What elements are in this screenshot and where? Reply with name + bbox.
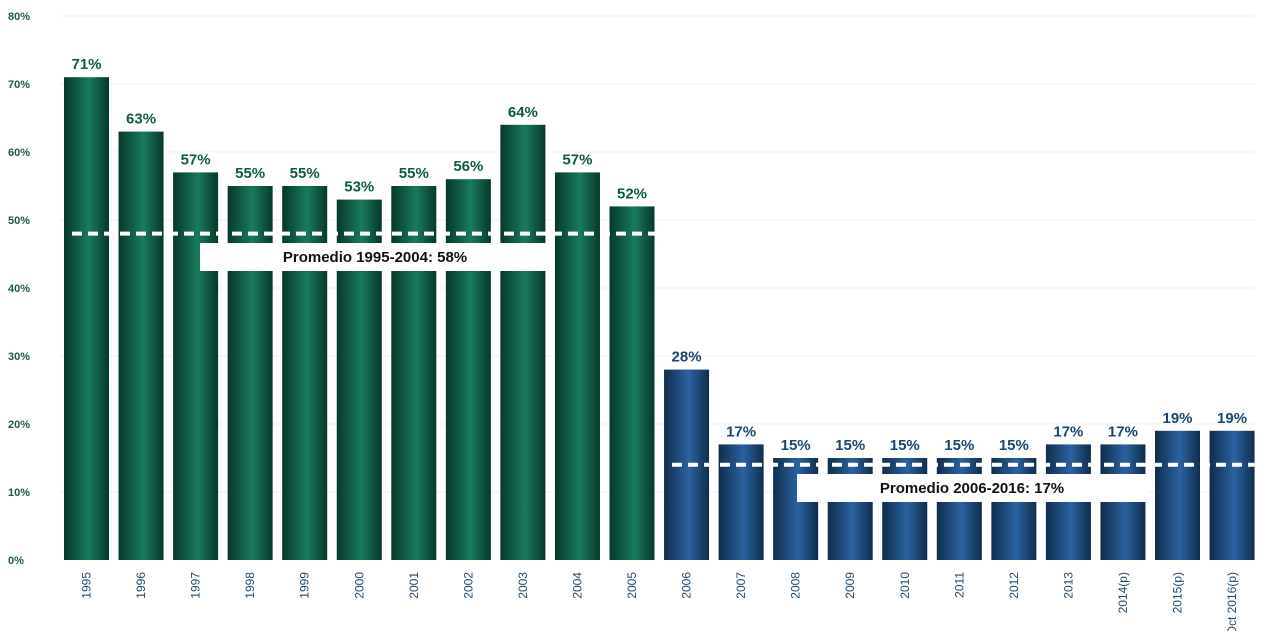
- bar-value-label: 57%: [181, 151, 211, 168]
- bars-group: [64, 77, 1255, 561]
- bar: [991, 458, 1037, 560]
- bar-value-label: 71%: [71, 56, 101, 73]
- x-tick-label: 2013: [1061, 572, 1075, 599]
- average-label: Promedio 1995-2004: 58%: [283, 249, 467, 266]
- bar-value-label: 17%: [1053, 423, 1083, 440]
- bar-value-label: 28%: [672, 349, 702, 366]
- average-lines: Promedio 1995-2004: 58% Promedio 2006-201…: [72, 231, 1255, 502]
- y-tick-label: 10%: [8, 487, 30, 499]
- x-tick-label: 2000: [352, 572, 366, 599]
- x-tick-label: 2008: [789, 572, 803, 599]
- bar-value-label: 55%: [399, 165, 429, 182]
- x-tick-label: 2007: [734, 572, 748, 599]
- bar: [1045, 444, 1091, 560]
- bar: [609, 206, 655, 560]
- x-tick-label: 1997: [189, 572, 203, 599]
- bar-value-label: 15%: [890, 437, 920, 454]
- value-labels: 71% 63% 57% 55% 55% 53% 55% 56% 64% 57% 52% 28% 17% 1…: [71, 56, 1247, 454]
- x-tick-label: 2005: [625, 572, 639, 599]
- x-axis: 1995 1996 1997 1998 1999 2000 2001 2002 2003 2004…: [80, 572, 1240, 631]
- bar-value-label: 53%: [344, 179, 374, 196]
- bar: [445, 179, 491, 560]
- x-tick-label: 2015(p): [1171, 572, 1185, 613]
- x-tick-label: 1998: [243, 572, 257, 599]
- x-tick-label: 2006: [680, 572, 694, 599]
- x-tick-label: 2002: [461, 572, 475, 599]
- bar-value-label: 19%: [1217, 410, 1247, 427]
- bar: [1209, 430, 1255, 560]
- bar-value-label: 63%: [126, 111, 156, 128]
- y-axis: 0% 10% 20% 30% 40% 50% 60% 70% 80%: [8, 11, 1255, 567]
- x-tick-label: 1999: [298, 572, 312, 599]
- bar: [64, 77, 109, 560]
- bar: [173, 172, 219, 560]
- bar-value-label: 56%: [453, 158, 483, 175]
- bar: [827, 458, 873, 560]
- y-tick-label: 30%: [8, 351, 30, 363]
- x-tick-label: 2001: [407, 572, 421, 599]
- bar-value-label: 57%: [562, 151, 592, 168]
- x-tick-label: 1996: [134, 572, 148, 599]
- bar: [773, 458, 819, 560]
- x-tick-label: 2011: [952, 572, 966, 598]
- x-tick-label: 2010: [898, 572, 912, 599]
- bar: [391, 186, 437, 560]
- average-label-box: [200, 243, 550, 271]
- bar-value-label: 15%: [835, 437, 865, 454]
- bar: [882, 458, 928, 560]
- bar-value-label: 64%: [508, 104, 538, 121]
- bar: [118, 131, 164, 560]
- bar-value-label: 52%: [617, 185, 647, 202]
- x-tick-label: 2003: [516, 572, 530, 599]
- bar-value-label: 19%: [1162, 410, 1192, 427]
- y-tick-label: 70%: [8, 79, 30, 91]
- bar-value-label: 17%: [1108, 423, 1138, 440]
- x-tick-label: 2014(p): [1116, 572, 1130, 613]
- bar: [500, 124, 546, 561]
- y-tick-label: 0%: [8, 555, 24, 567]
- x-tick-label: 2004: [570, 572, 584, 599]
- y-tick-label: 50%: [8, 215, 30, 227]
- bar-value-label: 15%: [781, 437, 811, 454]
- bar-value-label: 15%: [944, 437, 974, 454]
- average-label: Promedio 2006-2016: 17%: [880, 480, 1064, 497]
- y-tick-label: 40%: [8, 283, 30, 295]
- bar: [1100, 444, 1146, 560]
- x-tick-label: Oct 2016(p): [1225, 572, 1239, 631]
- y-tick-label: 60%: [8, 147, 30, 159]
- bar-value-label: 55%: [235, 165, 265, 182]
- y-tick-label: 80%: [8, 11, 30, 23]
- bar: [282, 186, 328, 560]
- bar: [664, 369, 710, 560]
- bar-value-label: 17%: [726, 423, 756, 440]
- bar-value-label: 15%: [999, 437, 1029, 454]
- y-tick-label: 20%: [8, 419, 30, 431]
- bar-value-label: 55%: [290, 165, 320, 182]
- average-label-box: [797, 474, 1147, 502]
- bar: [1155, 430, 1200, 560]
- x-tick-label: 2009: [843, 572, 857, 599]
- x-tick-label: 1995: [80, 572, 94, 599]
- bar: [227, 186, 273, 560]
- bar: [718, 444, 764, 560]
- bar: [554, 172, 600, 560]
- bar: [936, 458, 982, 560]
- x-tick-label: 2012: [1007, 572, 1021, 599]
